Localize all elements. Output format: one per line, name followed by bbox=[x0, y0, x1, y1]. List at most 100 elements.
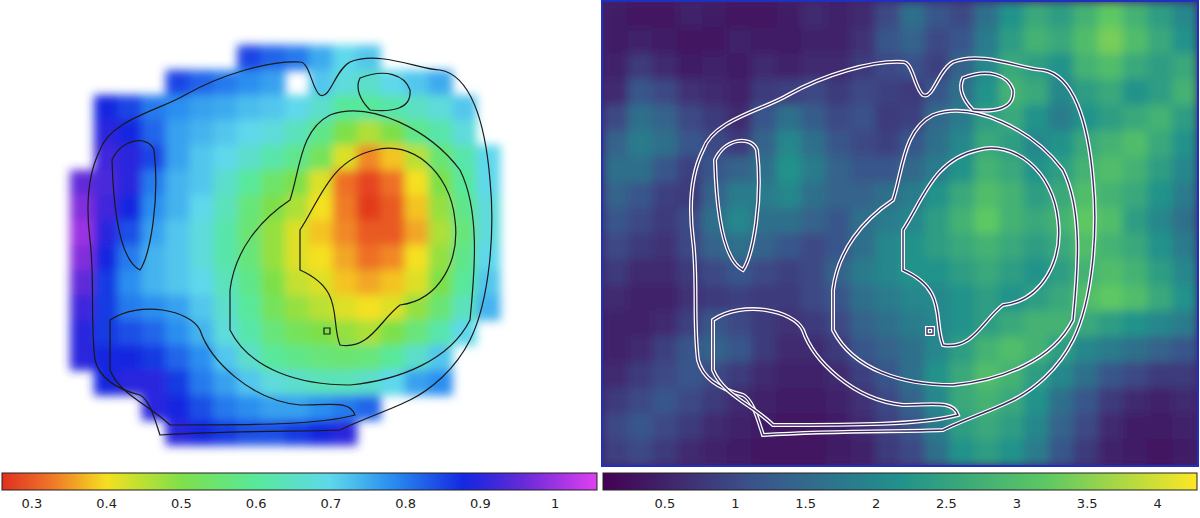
panel-frame bbox=[602, 1, 1198, 466]
heatmap-cell bbox=[428, 345, 452, 371]
heatmap-cell bbox=[752, 156, 777, 182]
heatmap-cell bbox=[653, 414, 678, 440]
heatmap-cell bbox=[974, 259, 999, 285]
heatmap-cell bbox=[628, 234, 653, 260]
heatmap-cell bbox=[309, 220, 333, 246]
heatmap-cell bbox=[404, 370, 428, 396]
heatmap-cell bbox=[801, 259, 826, 285]
heatmap-cell bbox=[1172, 28, 1197, 54]
heatmap-cell bbox=[925, 131, 950, 157]
heatmap-cell bbox=[1172, 259, 1197, 285]
heatmap-cell bbox=[142, 270, 166, 296]
colorbar-tick-label: 0.7 bbox=[321, 496, 342, 511]
heatmap-cell bbox=[404, 270, 428, 296]
heatmap-cell bbox=[1024, 311, 1049, 337]
heatmap-cell bbox=[677, 28, 702, 54]
heatmap-cell bbox=[974, 414, 999, 440]
heatmap-cell bbox=[1073, 336, 1098, 362]
heatmap-cell bbox=[950, 259, 975, 285]
heatmap-cell bbox=[94, 320, 118, 346]
heatmap-cell bbox=[900, 388, 925, 414]
heatmap-cell bbox=[628, 285, 653, 311]
heatmap-cell bbox=[428, 170, 452, 196]
heatmap-cell bbox=[628, 28, 653, 54]
heatmap-cell bbox=[142, 320, 166, 346]
heatmap-cell bbox=[333, 245, 357, 271]
heatmap-cell bbox=[851, 414, 876, 440]
heatmap-cell bbox=[727, 53, 752, 79]
heatmap-cell bbox=[94, 270, 118, 296]
heatmap-cell bbox=[261, 170, 285, 196]
heatmap-cell bbox=[603, 388, 628, 414]
heatmap-cell bbox=[404, 345, 428, 371]
heatmap-cell bbox=[142, 95, 166, 121]
heatmap-cell bbox=[285, 245, 309, 271]
contour-line bbox=[230, 111, 474, 385]
heatmap-cell bbox=[333, 120, 357, 146]
heatmap-cell bbox=[285, 195, 309, 221]
heatmap-cell bbox=[727, 336, 752, 362]
heatmap-cell bbox=[974, 131, 999, 157]
heatmap-cell bbox=[1123, 182, 1148, 208]
heatmap-cell bbox=[309, 145, 333, 171]
heatmap-cell bbox=[1098, 311, 1123, 337]
heatmap-cell bbox=[1123, 105, 1148, 131]
heatmap-cell bbox=[1148, 53, 1173, 79]
heatmap-cell bbox=[261, 95, 285, 121]
heatmap-cell bbox=[1049, 388, 1074, 414]
heatmap-cell bbox=[261, 45, 285, 71]
heatmap-cell bbox=[653, 311, 678, 337]
heatmap-cell bbox=[285, 345, 309, 371]
heatmap-cell bbox=[677, 105, 702, 131]
heatmap-cell bbox=[1024, 439, 1049, 465]
heatmap-cell bbox=[285, 145, 309, 171]
heatmap-cell bbox=[628, 388, 653, 414]
heatmap-cell bbox=[333, 195, 357, 221]
heatmap-cell bbox=[1148, 336, 1173, 362]
heatmap-cell bbox=[94, 95, 118, 121]
heatmap-cell bbox=[381, 170, 405, 196]
heatmap-cell bbox=[381, 245, 405, 271]
heatmap-cell bbox=[404, 245, 428, 271]
heatmap-cell bbox=[237, 345, 261, 371]
heatmap-cell bbox=[727, 208, 752, 234]
heatmap-cell bbox=[333, 295, 357, 321]
heatmap-cell bbox=[1024, 79, 1049, 105]
heatmap-cell bbox=[776, 388, 801, 414]
heatmap-panel bbox=[70, 45, 501, 446]
contour-line bbox=[927, 328, 933, 334]
heatmap-cell bbox=[357, 395, 381, 421]
heatmap-cell bbox=[752, 2, 777, 28]
heatmap-cell bbox=[1123, 439, 1148, 465]
heatmap-cell bbox=[677, 259, 702, 285]
heatmap-cell bbox=[603, 311, 628, 337]
colorbar-tick-label: 4 bbox=[1153, 496, 1161, 511]
heatmap-cell bbox=[428, 220, 452, 246]
heatmap-cell bbox=[118, 245, 142, 271]
heatmap-cell bbox=[677, 311, 702, 337]
heatmap-cell bbox=[752, 311, 777, 337]
contour-line bbox=[715, 141, 759, 270]
heatmap-cell bbox=[801, 105, 826, 131]
heatmap-cell bbox=[166, 170, 190, 196]
heatmap-cell bbox=[653, 131, 678, 157]
heatmap-cell bbox=[1148, 156, 1173, 182]
heatmap-cell bbox=[900, 2, 925, 28]
heatmap-cell bbox=[653, 105, 678, 131]
heatmap-cell bbox=[381, 295, 405, 321]
heatmap-cell bbox=[333, 170, 357, 196]
heatmap-cell bbox=[826, 439, 851, 465]
contour-line bbox=[833, 111, 1077, 385]
colorbar-tick-label: 0.4 bbox=[96, 496, 117, 511]
heatmap-cell bbox=[1098, 208, 1123, 234]
heatmap-cell bbox=[900, 336, 925, 362]
heatmap-cell bbox=[702, 414, 727, 440]
heatmap-cell bbox=[261, 120, 285, 146]
heatmap-cell bbox=[851, 182, 876, 208]
heatmap-cell bbox=[381, 270, 405, 296]
heatmap-cell bbox=[166, 245, 190, 271]
heatmap-cell bbox=[974, 2, 999, 28]
contour-line bbox=[110, 309, 355, 425]
heatmap-cell bbox=[1123, 362, 1148, 388]
heatmap-cell bbox=[1024, 28, 1049, 54]
